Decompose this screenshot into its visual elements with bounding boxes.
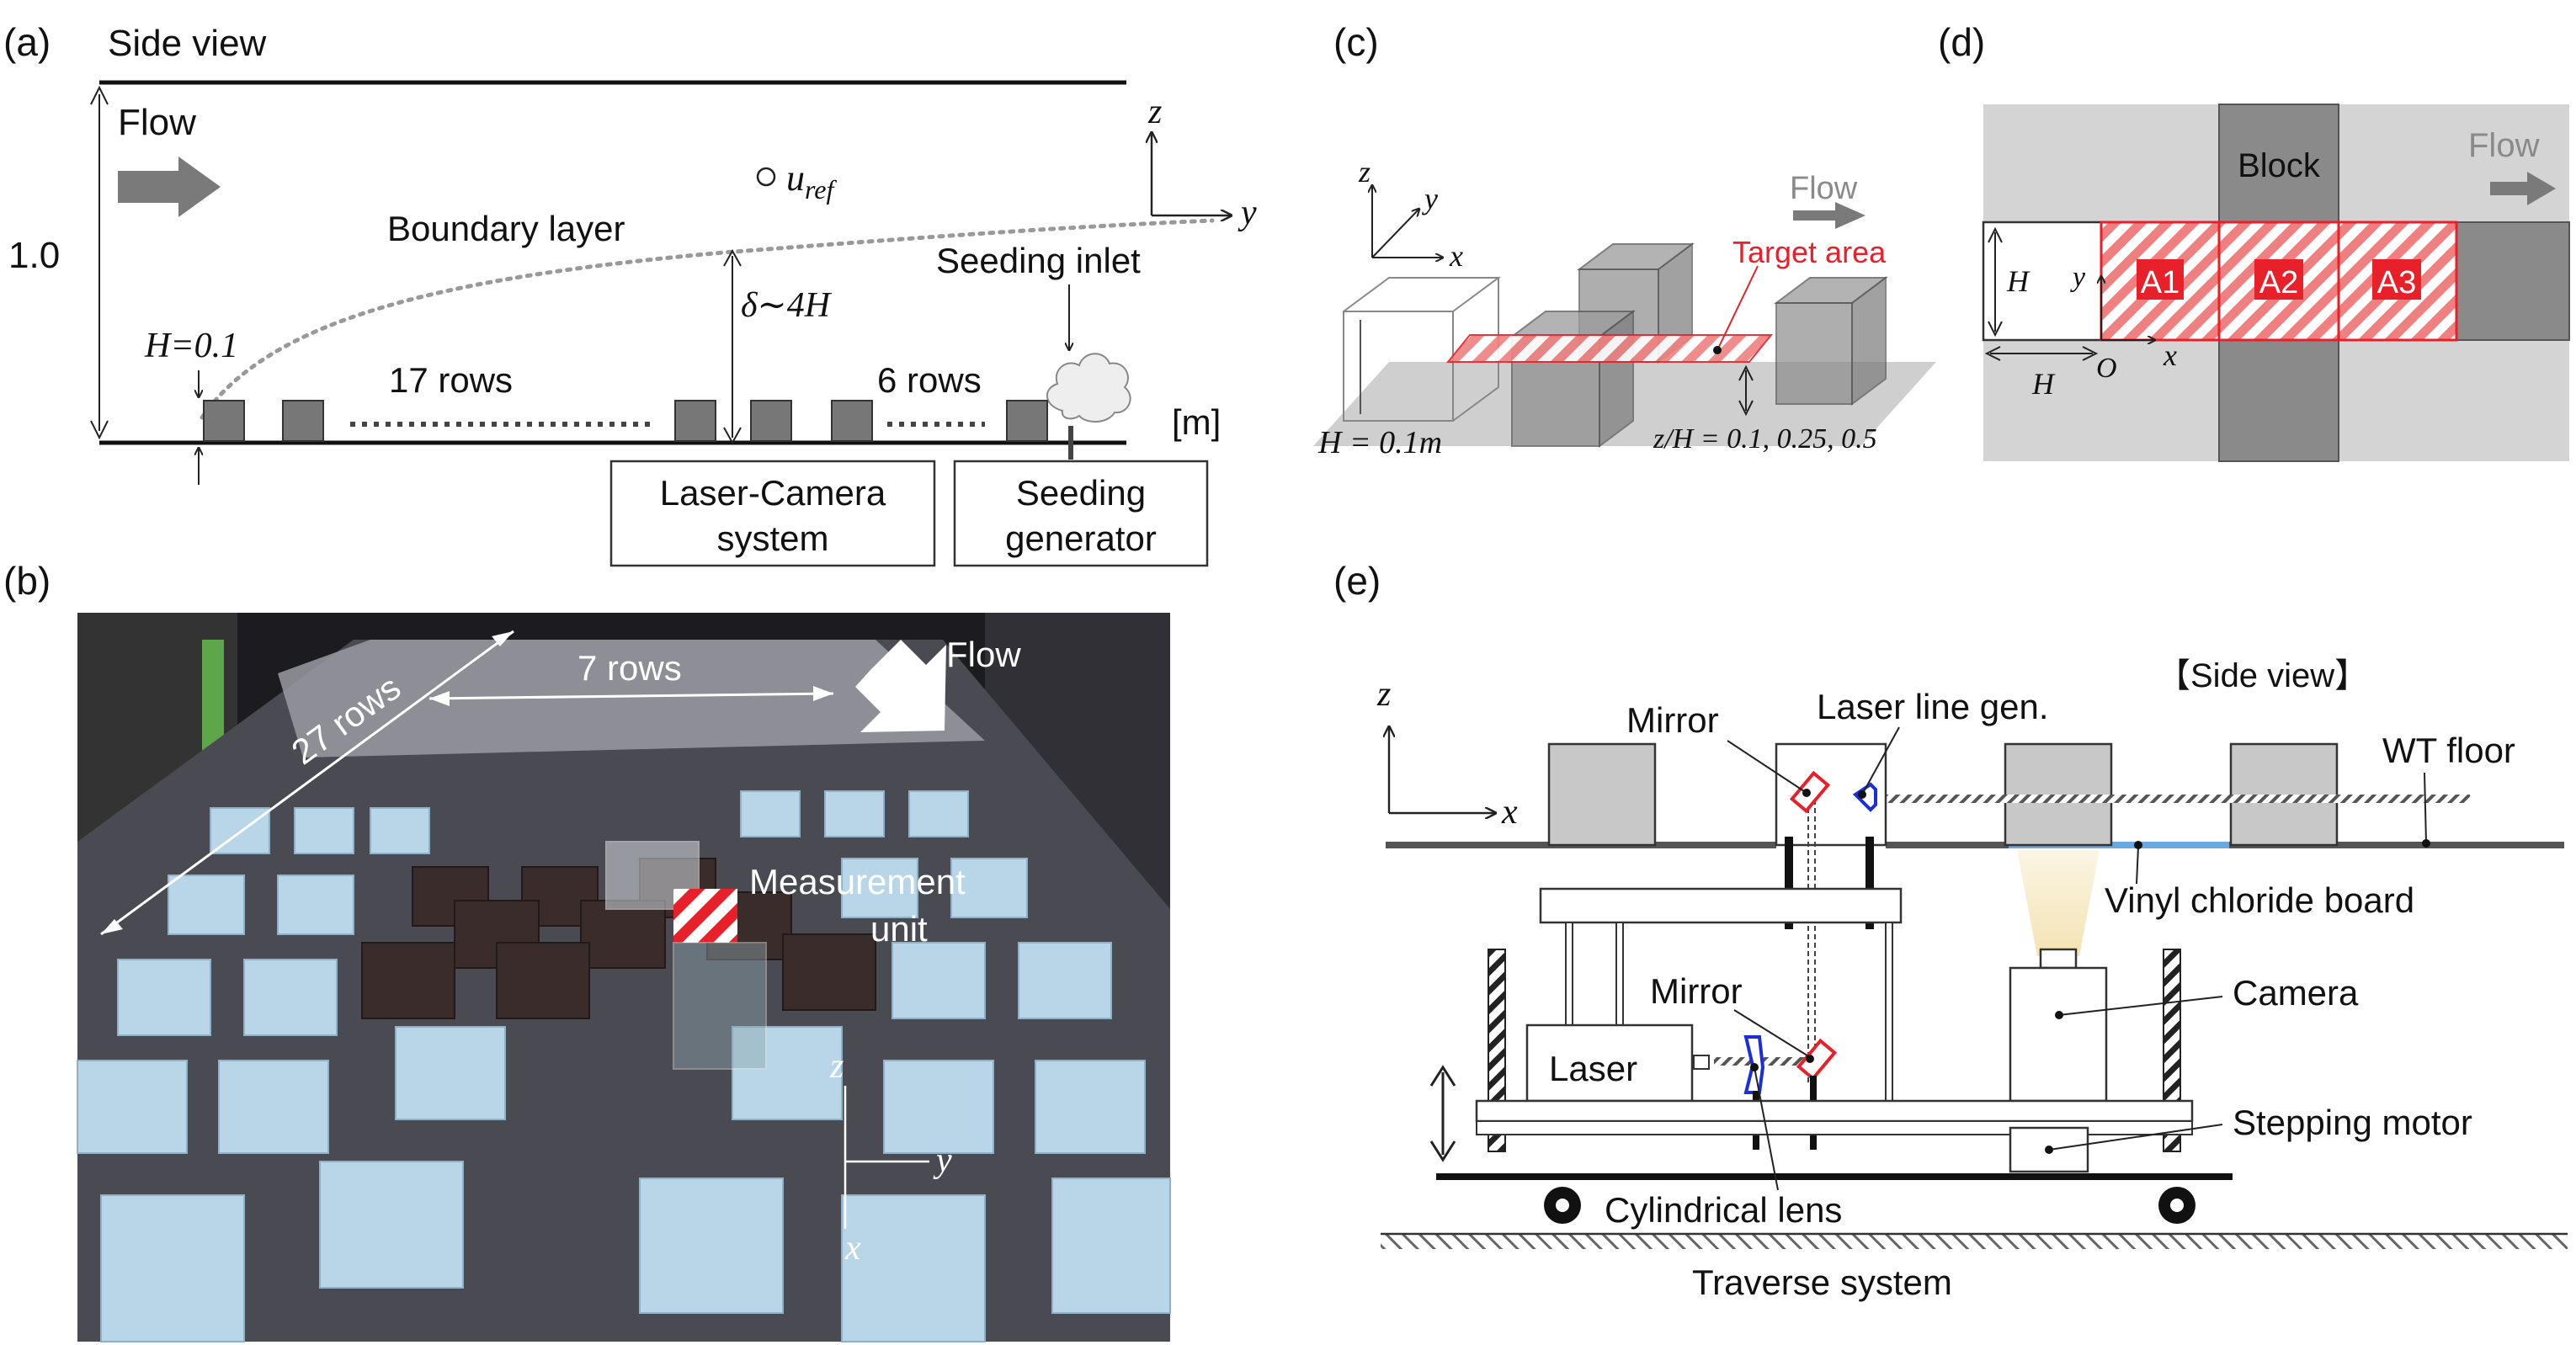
flow-label-b: Flow	[946, 635, 1021, 674]
measurement-label-1: Measurement	[749, 862, 966, 901]
camera-view-cone	[2017, 850, 2100, 956]
floor-block-1	[1547, 742, 1657, 847]
svg-text:A3: A3	[2377, 265, 2416, 300]
target-area-label: Target area	[1732, 235, 1887, 269]
panel-c-label: (c)	[1333, 20, 1379, 64]
mirror-bottom-icon	[1796, 1038, 1838, 1082]
panel-a: (a) Side view 1.0 Flow uref Boundary lay…	[3, 20, 1257, 567]
block-right	[2456, 221, 2570, 341]
photo-blocks	[77, 790, 1171, 1342]
mirror-bottom-label: Mirror	[1650, 971, 1743, 1011]
wt-floor-label: WT floor	[2382, 731, 2515, 770]
y-axis-a: y	[1237, 194, 1257, 232]
flow-label-c: Flow	[1790, 171, 1858, 206]
svg-text:x: x	[2163, 338, 2177, 372]
zH-label: z/H = 0.1, 0.25, 0.5	[1653, 423, 1877, 455]
traverse-plate	[1475, 1099, 2194, 1123]
svg-text:z: z	[1358, 155, 1370, 189]
unit-label: [m]	[1172, 402, 1221, 442]
panel-e: (e) 【Side view】 z x	[1333, 559, 2568, 1302]
ground	[1381, 1234, 2568, 1249]
svg-text:y: y	[933, 1141, 952, 1180]
svg-text:z: z	[829, 1047, 844, 1086]
laser-camera-box	[609, 460, 936, 567]
measurement-label-2: unit	[870, 909, 928, 949]
panel-d: (d) Block A1 A2 A3 Flow H y O x H	[1938, 20, 2570, 462]
svg-text:Seeding: Seeding	[1016, 473, 1146, 513]
svg-text:Laser: Laser	[1549, 1049, 1637, 1088]
rows-6-label: 6 rows	[877, 360, 982, 400]
boundary-layer-curve	[200, 218, 1215, 420]
block-top	[2218, 104, 2339, 223]
flow-label-a: Flow	[118, 102, 196, 143]
measurement-unit-icon	[673, 889, 737, 943]
svg-text:H: H	[2006, 264, 2030, 298]
uref-label: uref	[786, 157, 837, 205]
laser-sheet	[1865, 795, 2470, 803]
svg-text:A1: A1	[2141, 265, 2179, 300]
svg-text:z: z	[1376, 675, 1391, 714]
camera-body-icon	[2009, 966, 2108, 1103]
photo-dark-blocks	[361, 858, 876, 1019]
block-origin	[1982, 221, 2103, 342]
panel-b-label: (b)	[3, 559, 51, 603]
flow-arrow-b-icon	[855, 640, 946, 732]
flow-arrow-d-icon	[2490, 172, 2556, 205]
laser-box	[1525, 1023, 1694, 1103]
svg-text:O: O	[2096, 353, 2117, 384]
z-axis-a: z	[1147, 93, 1162, 131]
svg-text:x: x	[844, 1229, 861, 1268]
block-bottom	[2218, 339, 2339, 462]
delta-label: δ∼4H	[741, 286, 833, 325]
stepping-motor-label: Stepping motor	[2233, 1103, 2472, 1142]
panel-e-label: (e)	[1333, 559, 1381, 603]
block-label: Block	[2238, 147, 2321, 184]
flow-arrow-icon	[118, 157, 221, 217]
flow-arrow-c-icon	[1793, 202, 1865, 229]
boundary-layer-label: Boundary layer	[387, 209, 625, 248]
panel-d-label: (d)	[1938, 20, 1985, 64]
block-row-a	[203, 400, 1048, 442]
rows-7-label: 7 rows	[577, 648, 682, 688]
upper-platform	[1539, 887, 1903, 924]
side-view-e-label: 【Side view】	[2157, 657, 2368, 694]
svg-text:generator: generator	[1005, 518, 1157, 558]
camera-label: Camera	[2233, 973, 2359, 1013]
vinyl-label: Vinyl chloride board	[2105, 880, 2414, 920]
seeding-generator-box	[953, 460, 1209, 567]
seeding-cloud-icon	[1046, 353, 1131, 423]
svg-text:A2: A2	[2259, 265, 2298, 300]
svg-text:Laser-Camera: Laser-Camera	[660, 473, 886, 513]
laser-line-label: Laser line gen.	[1817, 687, 2049, 726]
flow-label-d: Flow	[2468, 127, 2540, 164]
seeding-inlet-label: Seeding inlet	[936, 241, 1141, 280]
mirror-top-label: Mirror	[1626, 700, 1719, 740]
cyl-lens-label: Cylindrical lens	[1605, 1190, 1842, 1230]
panel-c: (c) z y x Targe	[1313, 20, 1936, 460]
rows-17-label: 17 rows	[389, 360, 513, 400]
svg-text:system: system	[716, 518, 828, 558]
side-view-title: Side view	[108, 23, 267, 64]
panel-b: (b)	[3, 559, 1171, 1342]
outline-cube	[1343, 277, 1502, 422]
height-label: 1.0	[8, 235, 60, 276]
svg-text:x: x	[1501, 793, 1518, 832]
H-label-c: H = 0.1m	[1317, 425, 1442, 460]
target-plane	[1445, 334, 1774, 363]
svg-text:y: y	[2070, 262, 2086, 293]
uref-marker	[756, 167, 776, 187]
panel-a-label: (a)	[3, 20, 51, 64]
svg-text:y: y	[1422, 182, 1438, 215]
H-label-a: H=0.1	[144, 327, 238, 365]
svg-text:x: x	[1449, 239, 1463, 273]
traverse-label: Traverse system	[1692, 1263, 1952, 1302]
svg-text:H: H	[2031, 367, 2056, 401]
